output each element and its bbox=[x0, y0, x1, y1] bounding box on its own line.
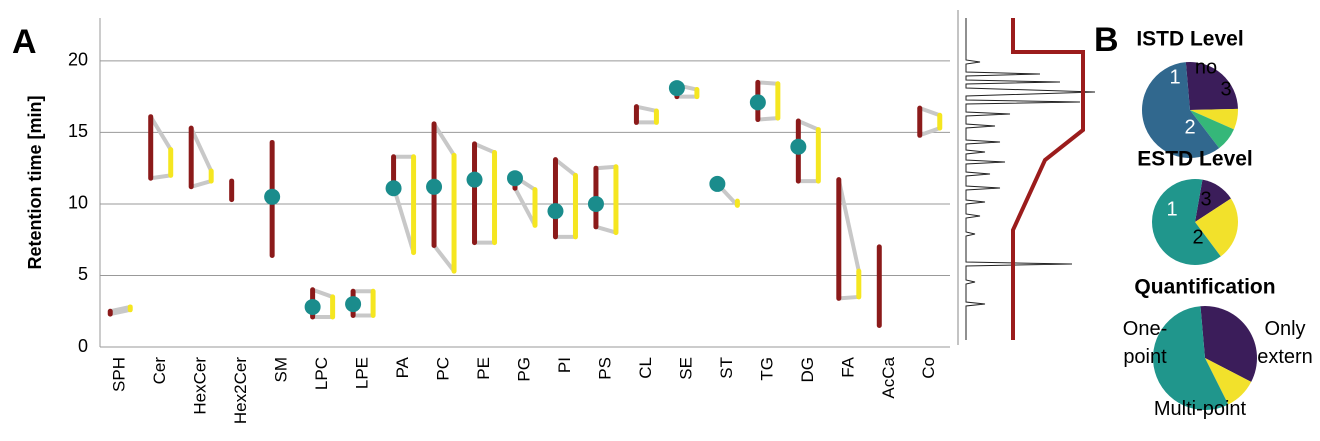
x-tick-label: CL bbox=[636, 357, 655, 379]
connector bbox=[797, 119, 820, 132]
y-axis-label: Retention time [min] bbox=[25, 96, 45, 270]
y-tick-label: 10 bbox=[68, 193, 88, 213]
istd-dot bbox=[507, 170, 523, 187]
pie-slice bbox=[1190, 108, 1238, 130]
x-tick-label: Cer bbox=[150, 357, 169, 385]
pie-label-line: point bbox=[1123, 346, 1167, 368]
pie-label: Multi-point bbox=[1154, 398, 1247, 420]
connector bbox=[919, 106, 941, 118]
connector bbox=[636, 104, 657, 113]
pie-label-line: Multi-point bbox=[1154, 398, 1247, 420]
x-tick-label: PG bbox=[514, 357, 533, 382]
pie-slice bbox=[1195, 198, 1238, 257]
pie-slice bbox=[1153, 306, 1229, 411]
x-tick-label: LPC bbox=[312, 357, 331, 390]
y-tick-label: 5 bbox=[78, 264, 88, 284]
istd-dot bbox=[466, 171, 483, 188]
pie-slice bbox=[1200, 306, 1257, 382]
istd-dot bbox=[547, 203, 564, 220]
x-tick-label: Co bbox=[919, 357, 938, 379]
connector bbox=[919, 126, 941, 138]
x-tick-label: LPE bbox=[353, 357, 372, 389]
pie-label: One-point bbox=[1123, 318, 1167, 368]
pie-label: 1 bbox=[1166, 198, 1177, 220]
connector bbox=[554, 158, 577, 177]
pie-label-line: Only bbox=[1264, 318, 1305, 340]
istd-dot bbox=[345, 296, 362, 313]
connector bbox=[109, 307, 131, 317]
connector bbox=[149, 115, 173, 151]
connector bbox=[513, 187, 537, 227]
x-tick-label: PI bbox=[555, 357, 574, 373]
panel-label: B bbox=[1094, 21, 1119, 59]
pie-label: 2 bbox=[1192, 226, 1203, 248]
istd-dot bbox=[426, 178, 443, 195]
istd-dot bbox=[385, 180, 402, 197]
connector bbox=[391, 186, 416, 254]
pie-label: no bbox=[1195, 56, 1217, 78]
x-tick-label: DG bbox=[798, 357, 817, 383]
x-tick-label: PA bbox=[393, 356, 412, 378]
pie-title: ISTD Level bbox=[1136, 28, 1243, 51]
connector bbox=[757, 80, 778, 86]
gradient-line bbox=[1011, 18, 1085, 340]
connector bbox=[190, 179, 212, 189]
y-tick-label: 20 bbox=[68, 50, 88, 70]
x-tick-label: PE bbox=[474, 357, 493, 380]
istd-dot bbox=[790, 138, 807, 155]
connector bbox=[311, 287, 334, 299]
connector bbox=[109, 304, 131, 314]
x-tick-label: SE bbox=[676, 357, 695, 380]
pie-title: ESTD Level bbox=[1137, 148, 1253, 171]
pie-title: Quantification bbox=[1134, 276, 1275, 299]
x-tick-label: PS bbox=[595, 357, 614, 380]
connector bbox=[836, 179, 861, 272]
pie-label-line: One- bbox=[1123, 318, 1167, 340]
y-tick-label: 15 bbox=[68, 121, 88, 141]
connector bbox=[757, 116, 778, 122]
pie-label-line: extern bbox=[1257, 346, 1313, 368]
chromatogram bbox=[957, 10, 1096, 345]
pie-slice bbox=[1142, 62, 1220, 158]
x-tick-label: ST bbox=[717, 357, 736, 379]
y-tick-label: 0 bbox=[78, 336, 88, 356]
istd-dot bbox=[587, 195, 604, 212]
pie-slice bbox=[1205, 358, 1252, 405]
istd-dot bbox=[668, 80, 685, 97]
connector bbox=[189, 127, 214, 172]
pie-slice bbox=[1190, 110, 1234, 149]
pie-slice bbox=[1195, 179, 1231, 222]
x-tick-label: TG bbox=[757, 357, 776, 381]
pie-slice bbox=[1185, 62, 1238, 110]
connector bbox=[150, 173, 171, 181]
connector bbox=[432, 244, 456, 273]
x-tick-label: AcCa bbox=[879, 356, 898, 398]
x-tick-label: PC bbox=[434, 357, 453, 381]
pie-label: 2 bbox=[1184, 116, 1195, 138]
pie-label: Only extern bbox=[1257, 318, 1313, 368]
pie-label: 1 bbox=[1169, 66, 1180, 88]
x-tick-label: SPH bbox=[110, 357, 129, 392]
pie-label: 3 bbox=[1200, 188, 1211, 210]
istd-dot bbox=[264, 188, 281, 205]
istd-dot bbox=[709, 175, 726, 192]
x-tick-label: SM bbox=[272, 357, 291, 383]
panel-label: A bbox=[12, 23, 37, 61]
connector bbox=[838, 294, 859, 301]
connector bbox=[595, 164, 617, 171]
connector bbox=[473, 142, 496, 155]
x-tick-label: Hex2Cer bbox=[231, 357, 250, 424]
x-tick-label: HexCer bbox=[191, 357, 210, 415]
pie-slice bbox=[1152, 179, 1221, 266]
istd-dot bbox=[749, 94, 766, 111]
connector bbox=[432, 122, 456, 157]
istd-dot bbox=[304, 298, 321, 315]
pie-label: 3 bbox=[1220, 78, 1231, 100]
connector bbox=[595, 224, 617, 235]
x-tick-label: FA bbox=[838, 356, 857, 377]
chromatogram-trace bbox=[965, 18, 1096, 340]
